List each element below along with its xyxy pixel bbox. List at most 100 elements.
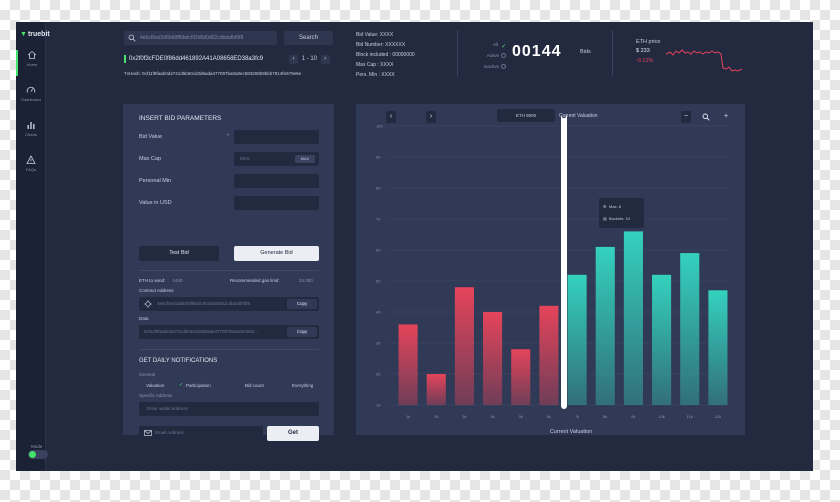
bid-value-text: Bid Value: XXXX	[356, 32, 394, 38]
bar	[454, 287, 474, 405]
next-page-button[interactable]: ›	[320, 55, 330, 64]
max-cap-label: Max Cap	[139, 156, 162, 162]
search-value: 4e6cf0ed2d6bb0ff6bdc6f2d0d0d02cdbdafbf0f…	[140, 35, 244, 41]
data-label: Data	[139, 316, 149, 321]
x-axis-label: Current Valuation	[550, 429, 592, 435]
radio-label: Active	[486, 53, 499, 58]
get-notifications-button[interactable]: Get	[267, 426, 319, 441]
x-tick-label: 4k	[490, 414, 494, 419]
notifications-title: GET DAILY NOTIFICATIONS	[139, 358, 218, 364]
y-tick-label: 20	[376, 372, 381, 377]
bid-counter: 00144	[512, 43, 562, 60]
marker-handle	[561, 113, 567, 119]
eth-price-title: ETH price	[636, 39, 661, 45]
help-icon	[26, 155, 36, 164]
checkbox-label: Participation	[186, 383, 211, 388]
bar	[708, 290, 728, 405]
y-tick-label: 80	[376, 186, 381, 191]
sidebar-item-home[interactable]: Home	[16, 50, 46, 76]
personal-min-label: Personal Min	[139, 178, 172, 184]
tooltip-buckets: ▤ Buckets: 10	[603, 216, 630, 221]
prev-page-button[interactable]: ‹	[289, 55, 298, 64]
check-valuation[interactable]: Valuation	[139, 383, 164, 388]
wallet-address-input[interactable]: Enter wallet address	[139, 402, 319, 416]
logo[interactable]: ▼truebit	[20, 31, 50, 38]
divider	[139, 349, 319, 350]
email-input[interactable]: Email Address	[139, 426, 263, 440]
checkbox-label: Everything	[292, 383, 314, 388]
y-tick-label: 90	[376, 155, 381, 160]
valuation-bar-chart: 10 20 30 40 50 60 70 80 90 100 1k 2k 3k 4k 5k 6k 7k 8k 9k 1…	[376, 113, 728, 435]
current-valuation-marker-label: Current Valuation	[559, 113, 598, 119]
wallet-address: 0x2f0f3cFDE0f86dd461892A41A08658ED38a3fc…	[129, 56, 264, 62]
check-bid-count[interactable]: Bid count	[238, 383, 264, 388]
bar	[539, 305, 559, 405]
radio-circle	[501, 53, 506, 59]
data-value: 0xf11f9faab0d4741d5b60cd3d6ada477097ba0a…	[144, 329, 259, 334]
sidebar: ▼truebit Home Dashboard Charts	[16, 22, 50, 471]
eth-sparkline	[666, 49, 742, 72]
value-usd-label: Value in USD	[139, 200, 172, 206]
zoom-in-button[interactable]: +	[723, 113, 729, 120]
checkbox-empty	[139, 383, 144, 388]
form-title: INSERT BID PARAMETERS	[139, 115, 222, 122]
value-usd-field[interactable]	[234, 196, 319, 210]
bid-form-panel: INSERT BID PARAMETERS Bid Value * Max Ca…	[123, 104, 334, 441]
checkbox-label: Bid count	[245, 383, 264, 388]
bar-chart-icon	[27, 122, 35, 129]
y-tick-label: 50	[376, 279, 381, 284]
check-everything[interactable]: Everything	[285, 383, 313, 388]
sidebar-item-charts[interactable]: Charts	[16, 120, 46, 146]
radio-all[interactable]: All ✓	[466, 39, 506, 50]
bar	[595, 246, 615, 405]
x-tick-label: 1k	[406, 414, 410, 419]
gas-limit-label: Recommended gas limit:	[230, 278, 280, 283]
status-filter: All ✓ Active Inactive	[466, 39, 506, 72]
chart-prev-button[interactable]: ‹	[386, 111, 396, 123]
home-icon	[27, 50, 37, 59]
page-range: 1 - 10	[301, 56, 318, 62]
radio-inactive[interactable]: Inactive	[466, 61, 506, 72]
chart-search-button[interactable]	[701, 111, 711, 123]
checkbox-empty	[238, 383, 243, 388]
truebit-logo-icon: ▼	[20, 31, 27, 38]
max-button[interactable]: MAX	[295, 155, 315, 163]
checkbox-empty	[285, 383, 290, 388]
current-valuation-marker	[561, 114, 567, 409]
check-participation[interactable]: ✓ Participation	[179, 383, 211, 388]
chart-next-button[interactable]: ›	[426, 111, 436, 123]
search-input[interactable]: 4e6cf0ed2d6bb0ff6bdc6f2d0d0d02cdbdafbf0f…	[124, 31, 277, 45]
max-cap-field[interactable]: MAX MAX	[234, 152, 319, 166]
bid-value-label: Bid Value	[139, 134, 163, 140]
copy-data-button[interactable]: Copy	[287, 327, 317, 337]
divider	[139, 270, 319, 271]
sidebar-item-label: FAQs	[25, 167, 36, 172]
bar	[652, 274, 672, 405]
search-button[interactable]: Search	[284, 31, 333, 45]
y-tick-label: 30	[376, 341, 381, 346]
eth-to-send-value: 1440	[172, 278, 183, 283]
logo-text: truebit	[27, 31, 50, 38]
x-tick-label: 6k	[547, 414, 551, 419]
bid-info: Bid Value: XXXX Bid Number: XXXXXX Block…	[356, 30, 415, 80]
mode-toggle[interactable]	[28, 450, 48, 459]
sidebar-item-faqs[interactable]: FAQs	[16, 155, 46, 181]
contract-address-value: 4e6cf0ed2d6bb0ff6bdc6f2d0d0d02cdbdafbf0f…	[157, 301, 251, 306]
test-bid-button[interactable]: Test Bid	[139, 246, 219, 261]
tooltip-max-text: Max: 8	[609, 204, 622, 209]
x-tick-label: 7k	[575, 414, 579, 419]
sidebar-item-dashboard[interactable]: Dashboard	[16, 85, 46, 111]
bar	[680, 253, 700, 405]
sidebar-item-label: Charts	[25, 132, 37, 137]
generate-bid-button[interactable]: Generate Bid	[234, 246, 319, 261]
copy-contract-button[interactable]: Copy	[287, 299, 317, 309]
bid-value-field[interactable]	[234, 130, 319, 144]
radio-circle	[501, 64, 506, 70]
sidebar-item-label: Dashboard	[21, 97, 41, 102]
data-field: 0xf11f9faab0d4741d5b60cd3d6ada477097ba0a…	[139, 325, 319, 339]
personal-min-field[interactable]	[234, 174, 319, 188]
radio-active[interactable]: Active	[466, 50, 506, 61]
bar	[511, 349, 531, 405]
zoom-out-button[interactable]: −	[681, 111, 691, 123]
x-tick-label: 5k	[519, 414, 523, 419]
